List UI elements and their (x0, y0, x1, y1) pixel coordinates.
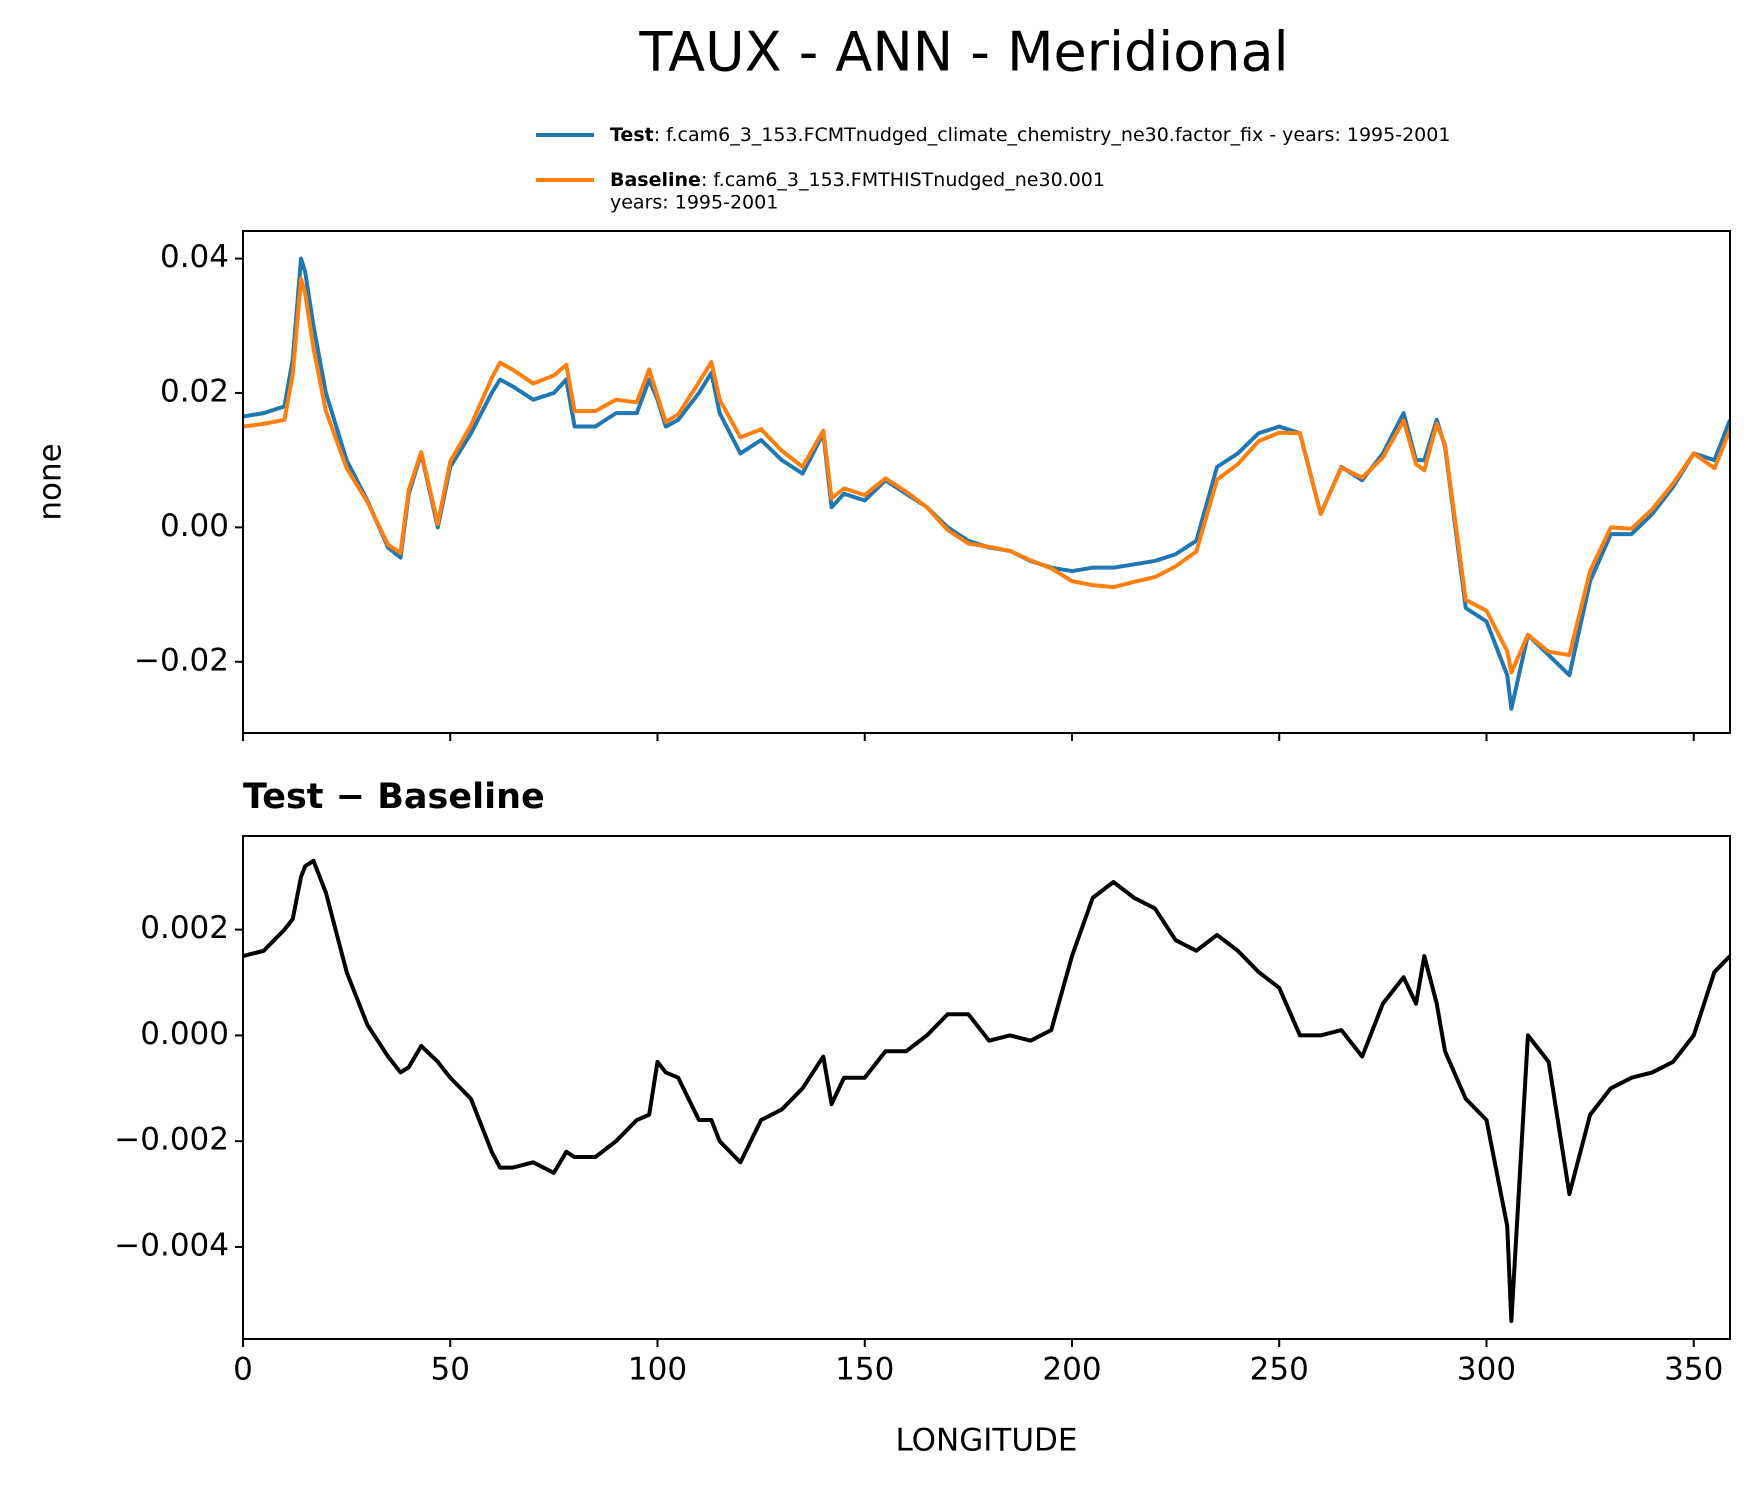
y-axis-label: none (33, 443, 69, 520)
x-axis-label: LONGITUDE (895, 1423, 1077, 1459)
legend-description: : f.cam6_3_153.FMTHISTnudged_ne30.001 (701, 169, 1105, 191)
data-line (243, 858, 1730, 1324)
legend-name: Baseline (610, 169, 701, 191)
y-tick-label: 0.002 (140, 910, 229, 946)
x-tick-label: 0 (233, 1352, 253, 1388)
x-tick-label: 250 (1250, 1352, 1309, 1388)
y-tick-label: 0.00 (160, 508, 229, 544)
x-tick-label: 50 (431, 1352, 470, 1388)
x-tick-label: 200 (1042, 1352, 1101, 1388)
x-tick-label: 300 (1457, 1352, 1516, 1388)
x-tick-label: 100 (628, 1352, 687, 1388)
y-tick-label: −0.004 (114, 1227, 229, 1263)
legend-name: Test (610, 124, 654, 146)
axes-title: Test − Baseline (243, 777, 545, 817)
y-tick-label: 0.000 (140, 1016, 229, 1052)
axes-frame (242, 835, 1731, 1340)
x-tick-label: 350 (1664, 1352, 1723, 1388)
y-tick-label: −0.002 (114, 1122, 229, 1158)
x-tick-label: 150 (835, 1352, 894, 1388)
legend-entry: Test: f.cam6_3_153.FCMTnudged_climate_ch… (610, 124, 1450, 146)
y-tick-label: 0.02 (160, 373, 229, 409)
y-tick-label: 0.04 (160, 239, 229, 275)
data-line (243, 256, 1730, 711)
legend-description: : f.cam6_3_153.FCMTnudged_climate_chemis… (654, 124, 1451, 146)
figure-title: TAUX - ANN - Meridional (638, 21, 1288, 84)
y-tick-label: −0.02 (134, 642, 229, 678)
legend-description: years: 1995-2001 (610, 192, 778, 214)
legend-entry: Baseline: f.cam6_3_153.FMTHISTnudged_ne3… (610, 169, 1105, 191)
axes-frame (242, 230, 1731, 734)
data-line (243, 276, 1730, 675)
